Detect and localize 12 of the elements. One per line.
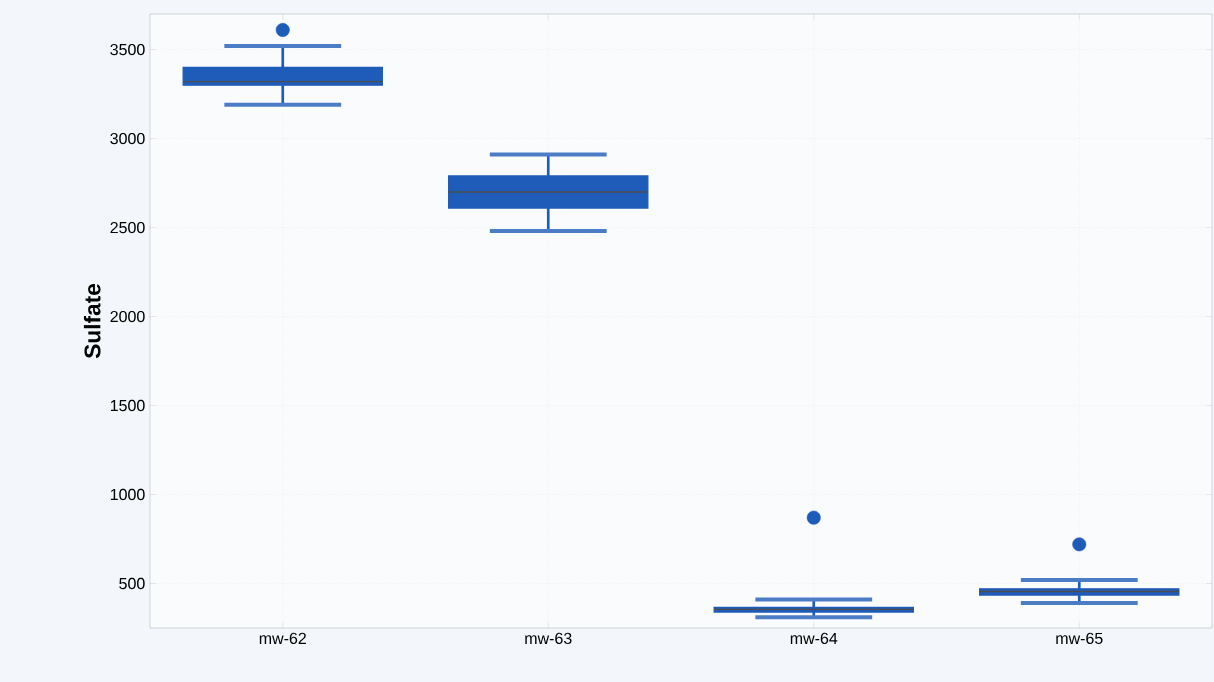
y-tick-label: 500 — [119, 577, 145, 590]
y-tick-label: 1000 — [110, 488, 145, 501]
y-axis-title: Sulfate — [83, 283, 101, 359]
x-tick-label: mw-64 — [790, 632, 838, 645]
y-tick-label: 3500 — [110, 43, 145, 56]
x-tick-label: mw-65 — [1056, 632, 1103, 645]
y-tick-label: 2000 — [110, 310, 145, 323]
y-tick-label: 1500 — [110, 399, 145, 412]
y-tick-label: 2500 — [110, 221, 145, 234]
y-tick-label: 3000 — [110, 132, 145, 145]
x-tick-label: mw-63 — [525, 632, 572, 645]
x-tick-label: mw-62 — [259, 632, 306, 645]
